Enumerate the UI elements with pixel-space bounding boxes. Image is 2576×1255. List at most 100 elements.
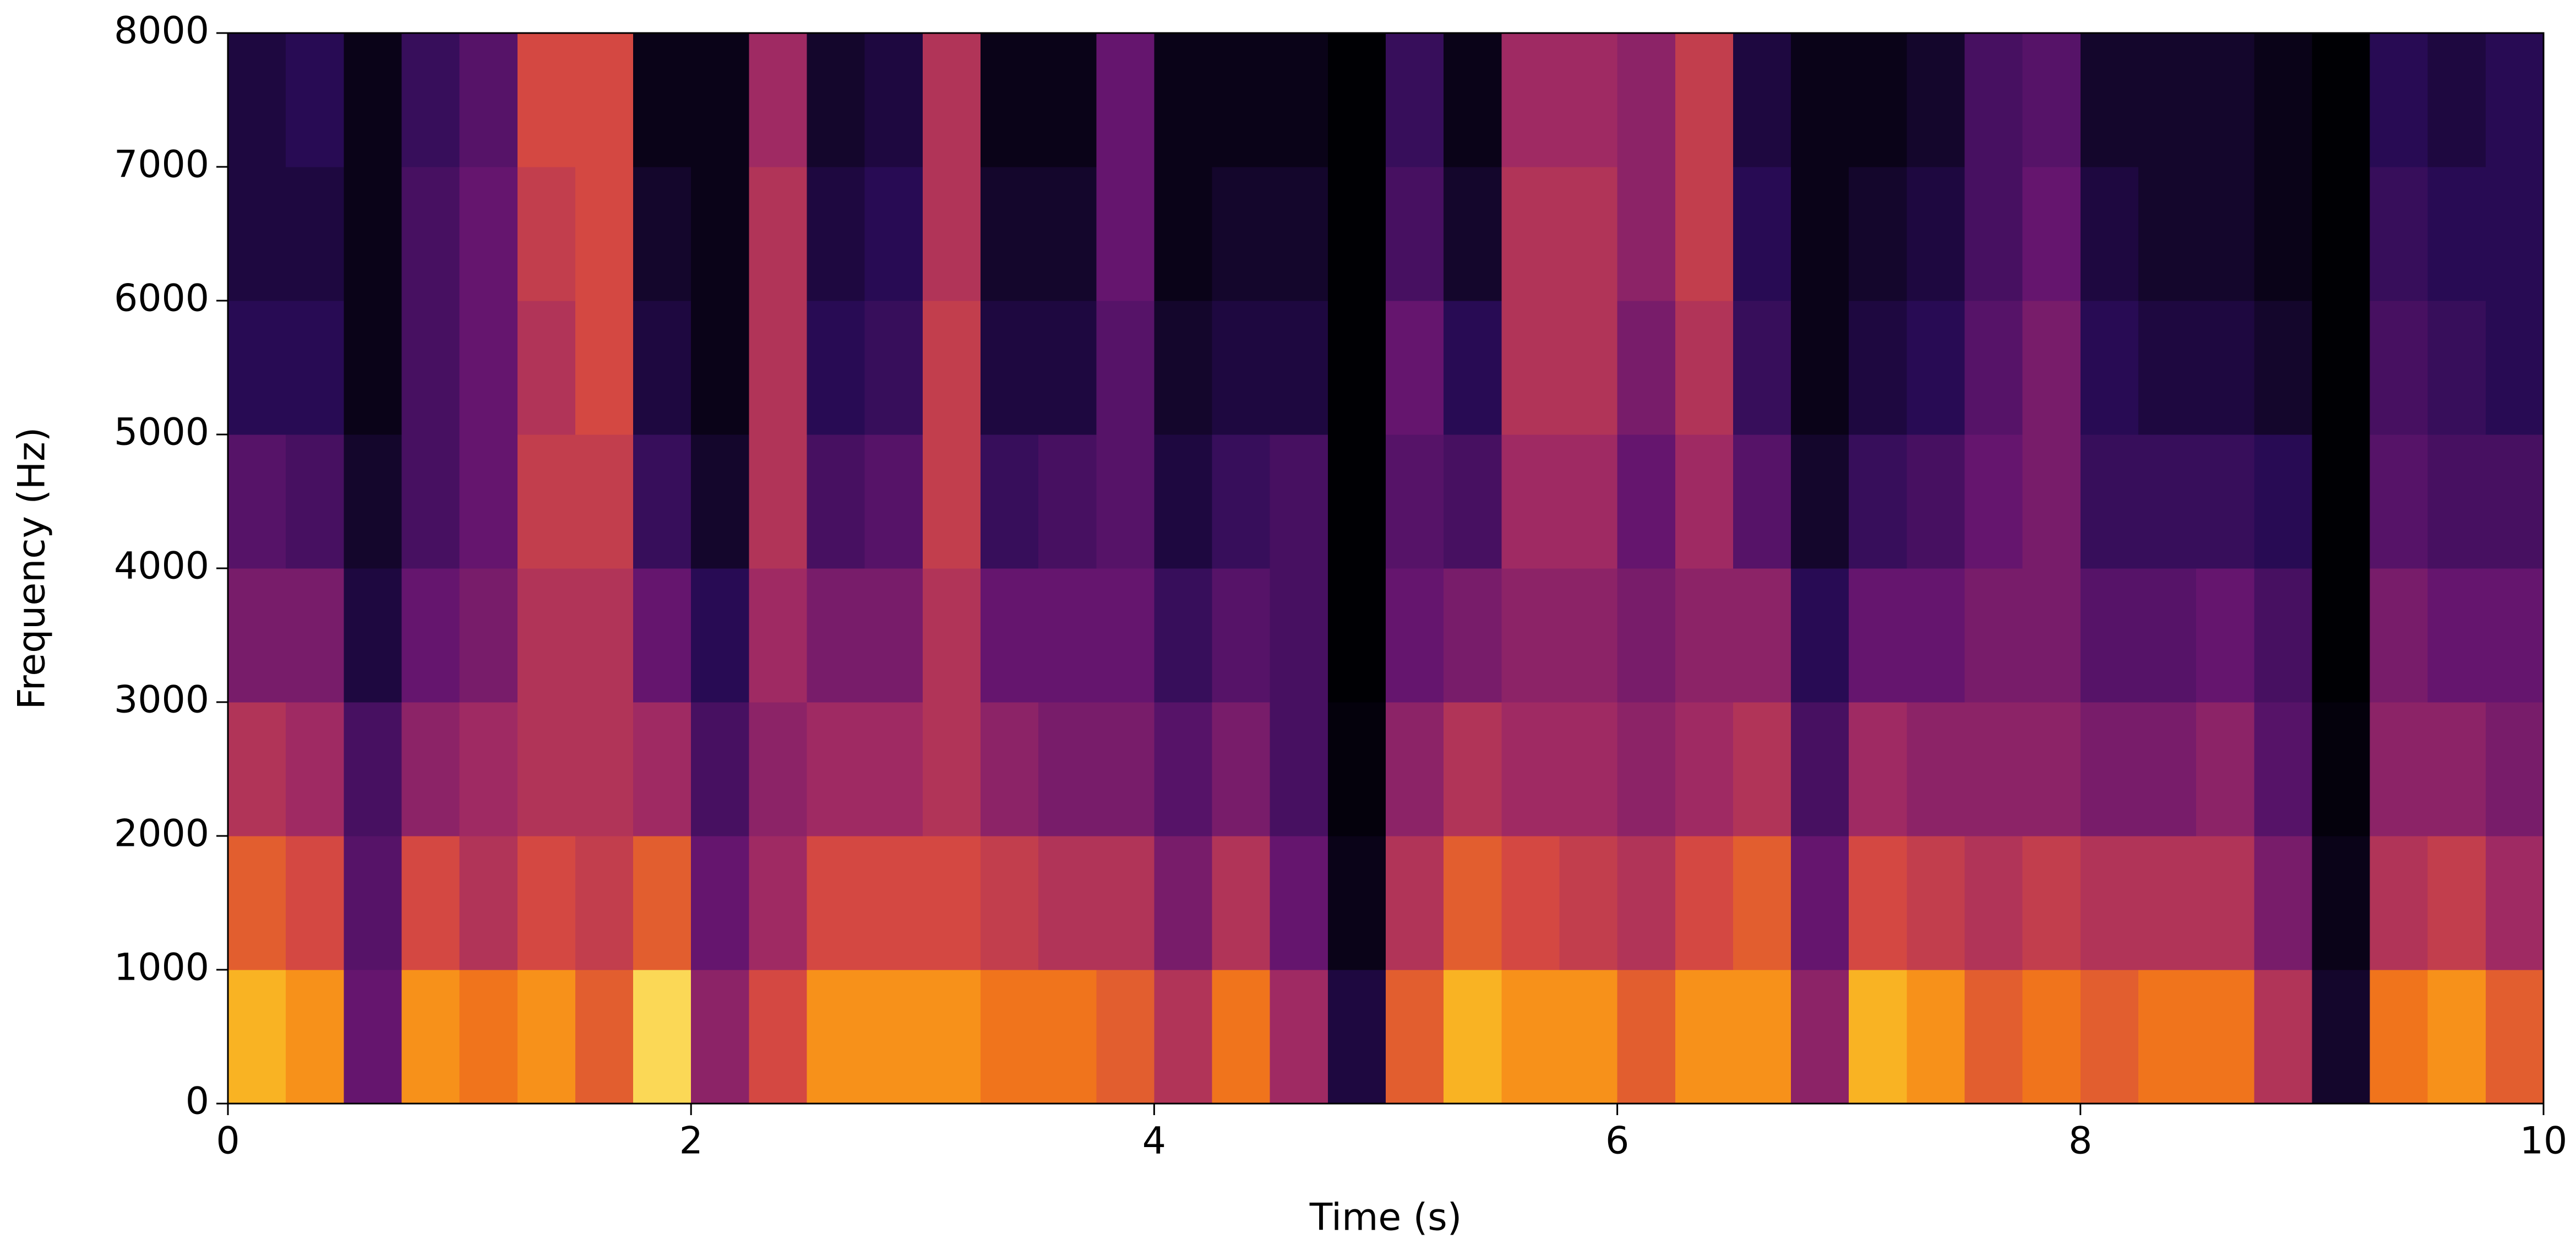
spectrogram-cell (691, 33, 749, 167)
spectrogram-cell (344, 434, 402, 569)
spectrogram-cell (286, 970, 344, 1104)
spectrogram-cell (1096, 434, 1154, 569)
spectrogram-cell (228, 434, 286, 569)
spectrogram-cell (401, 167, 460, 301)
spectrogram-cell (344, 167, 402, 301)
spectrogram-cell (2022, 568, 2081, 703)
spectrogram-cell (1791, 301, 1849, 435)
spectrogram-cell (749, 167, 807, 301)
spectrogram-cell (517, 970, 576, 1104)
spectrogram-cell (2080, 836, 2139, 970)
spectrogram-cell (980, 301, 1039, 435)
spectrogram-cell (1386, 702, 1444, 836)
spectrogram-cell (1501, 33, 1560, 167)
spectrogram-cell (286, 434, 344, 569)
spectrogram-cell (459, 970, 518, 1104)
y-axis-label: Frequency (Hz) (10, 427, 54, 710)
spectrogram-cell (1501, 434, 1560, 569)
spectrogram-cell (344, 702, 402, 836)
spectrogram-cell (2427, 970, 2486, 1104)
spectrogram-cell (1501, 836, 1560, 970)
spectrogram-cell (2312, 836, 2371, 970)
spectrogram-cell (1501, 702, 1560, 836)
spectrogram-cell (2022, 33, 2081, 167)
spectrogram-cell (1154, 434, 1213, 569)
spectrogram-cell (1096, 836, 1154, 970)
spectrogram-cell (1907, 836, 1965, 970)
spectrogram-cell (2485, 434, 2544, 569)
spectrogram-cell (1327, 702, 1386, 836)
spectrogram-cell (2254, 434, 2312, 569)
spectrogram-cell (749, 301, 807, 435)
spectrogram-cell (1675, 702, 1734, 836)
spectrogram-cell (2427, 434, 2486, 569)
spectrogram-cell (2080, 970, 2139, 1104)
spectrogram-cell (228, 167, 286, 301)
spectrogram-cell (2196, 702, 2254, 836)
spectrogram-cell (807, 33, 865, 167)
spectrogram-cell (2254, 702, 2312, 836)
spectrogram-cell (2080, 702, 2139, 836)
spectrogram-cell (1675, 836, 1734, 970)
spectrogram-cell (864, 702, 923, 836)
spectrogram-cell (1559, 702, 1618, 836)
spectrogram-cell (1617, 434, 1676, 569)
spectrogram-cell (1212, 836, 1271, 970)
spectrogram-cell (1327, 836, 1386, 970)
spectrogram-cell (459, 434, 518, 569)
spectrogram-cell (2138, 702, 2197, 836)
spectrogram-cell (2312, 434, 2371, 569)
spectrogram-cell (2254, 301, 2312, 435)
spectrogram-cell (1791, 836, 1849, 970)
spectrogram-cell (633, 702, 691, 836)
x-tick-label: 8 (2068, 1120, 2092, 1163)
spectrogram-cell (459, 33, 518, 167)
spectrogram-cell (922, 434, 981, 569)
spectrogram-cell (1444, 568, 1502, 703)
spectrogram-cell (1617, 301, 1676, 435)
spectrogram-cell (807, 836, 865, 970)
y-tick-label: 0 (186, 1080, 209, 1123)
y-tick-label: 7000 (114, 143, 209, 187)
spectrogram-cell (2196, 33, 2254, 167)
spectrogram-cell (864, 167, 923, 301)
spectrogram-cell (2312, 301, 2371, 435)
spectrogram-cell (401, 33, 460, 167)
spectrogram-cell (1327, 434, 1386, 569)
spectrogram-cell (1386, 434, 1444, 569)
spectrogram-cell (575, 434, 634, 569)
spectrogram-cell (1327, 167, 1386, 301)
spectrogram-cell (2138, 33, 2197, 167)
spectrogram-cell (1733, 434, 1791, 569)
spectrogram-cell (1559, 836, 1618, 970)
spectrogram-cell (459, 568, 518, 703)
spectrogram-cell (2370, 836, 2428, 970)
spectrogram-cell (1907, 568, 1965, 703)
spectrogram-cell (344, 33, 402, 167)
spectrogram-cell (1617, 33, 1676, 167)
spectrogram-cell (1733, 568, 1791, 703)
spectrogram-cell (1675, 301, 1734, 435)
spectrogram-cell (1559, 970, 1618, 1104)
spectrogram-cell (2312, 970, 2371, 1104)
spectrogram-cell (691, 167, 749, 301)
spectrogram-cell (864, 434, 923, 569)
spectrogram-cell (691, 301, 749, 435)
spectrogram-cell (2196, 568, 2254, 703)
spectrogram-cell (517, 167, 576, 301)
spectrogram-cell (807, 970, 865, 1104)
spectrogram-cell (1559, 568, 1618, 703)
spectrogram-cell (2370, 568, 2428, 703)
spectrogram-cell (2080, 568, 2139, 703)
spectrogram-cell (1849, 434, 1907, 569)
spectrogram-cell (633, 167, 691, 301)
spectrogram-cell (1675, 970, 1734, 1104)
spectrogram-cell (1964, 301, 2023, 435)
spectrogram-cell (633, 836, 691, 970)
spectrogram-cell (1907, 434, 1965, 569)
spectrogram-cell (1096, 167, 1154, 301)
spectrogram-cell (2196, 970, 2254, 1104)
spectrogram-cell (575, 33, 634, 167)
spectrogram-cell (1964, 836, 2023, 970)
